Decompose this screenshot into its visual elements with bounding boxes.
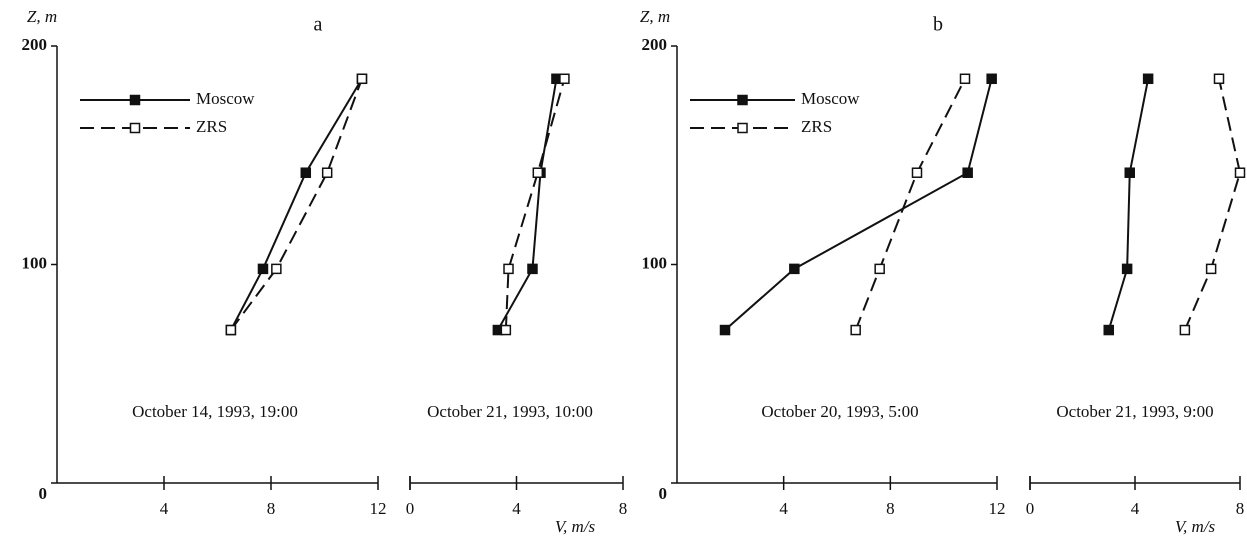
data-point: [1121, 263, 1133, 275]
data-point: [225, 324, 237, 336]
y-axis-label: Z, m: [27, 7, 57, 26]
series-line: [854, 78, 966, 331]
data-point: [1234, 167, 1246, 178]
panel-title: b: [933, 14, 943, 36]
x-tick-label: 4: [512, 499, 521, 518]
data-point: [1213, 73, 1225, 85]
x-tick-label: 8: [619, 499, 628, 518]
legend-label: ZRS: [801, 117, 832, 136]
x-tick-label: 8: [886, 499, 895, 518]
data-point: [356, 73, 368, 85]
y-tick-label: 100: [642, 253, 668, 272]
legend-label: Moscow: [801, 89, 860, 108]
y-axis-label: Z, m: [640, 7, 670, 26]
y-tick-label: 0: [39, 484, 48, 503]
x-axis-label: V, m/s: [555, 517, 596, 536]
legend-label: ZRS: [196, 117, 227, 136]
data-point: [1124, 167, 1135, 178]
legend-marker: [737, 122, 748, 134]
data-point: [271, 263, 282, 275]
data-point: [1103, 324, 1114, 336]
series-line: [724, 78, 993, 331]
series-line: [1107, 78, 1150, 331]
data-point: [559, 73, 570, 85]
data-point: [532, 167, 544, 178]
legend-marker: [737, 94, 748, 106]
series-line: [504, 78, 566, 331]
series-line: [496, 78, 558, 331]
x-tick-label: 8: [1236, 499, 1245, 518]
data-point: [527, 263, 538, 275]
x-axis-label: V, m/s: [1175, 517, 1216, 536]
x-tick-label: 4: [779, 499, 788, 518]
data-point: [503, 263, 514, 275]
x-tick-label: 4: [160, 499, 169, 518]
x-tick-label: 12: [989, 499, 1006, 518]
x-tick-label: 0: [406, 499, 415, 518]
data-point: [986, 73, 997, 85]
x-tick-label: 4: [1131, 499, 1140, 518]
legend-label: Moscow: [196, 89, 255, 108]
data-point: [874, 263, 885, 275]
annotation: October 21, 1993, 9:00: [1056, 402, 1213, 421]
data-point: [962, 167, 973, 178]
annotation: October 21, 1993, 10:00: [427, 402, 593, 421]
data-point: [300, 167, 312, 178]
data-point: [500, 324, 512, 336]
x-tick-label: 8: [267, 499, 276, 518]
y-tick-label: 100: [22, 253, 48, 272]
data-point: [959, 73, 971, 85]
data-point: [257, 263, 269, 275]
data-point: [719, 324, 731, 336]
data-point: [1205, 263, 1217, 275]
data-point: [321, 167, 333, 178]
data-point: [789, 263, 800, 275]
legend-marker: [129, 94, 141, 106]
annotation: October 20, 1993, 5:00: [761, 402, 918, 421]
annotation: October 14, 1993, 19:00: [132, 402, 298, 421]
data-point: [850, 324, 861, 336]
legend-marker: [129, 122, 141, 134]
data-point: [1142, 73, 1154, 85]
panel-title: a: [314, 14, 323, 36]
y-tick-label: 200: [642, 35, 668, 54]
series-line: [1183, 78, 1242, 331]
y-tick-label: 200: [22, 35, 48, 54]
x-tick-label: 12: [370, 499, 387, 518]
series-line: [230, 78, 363, 331]
x-tick-label: 0: [1026, 499, 1035, 518]
y-tick-label: 0: [659, 484, 668, 503]
data-point: [911, 167, 923, 178]
data-point: [1179, 324, 1191, 336]
series-line: [229, 78, 363, 331]
